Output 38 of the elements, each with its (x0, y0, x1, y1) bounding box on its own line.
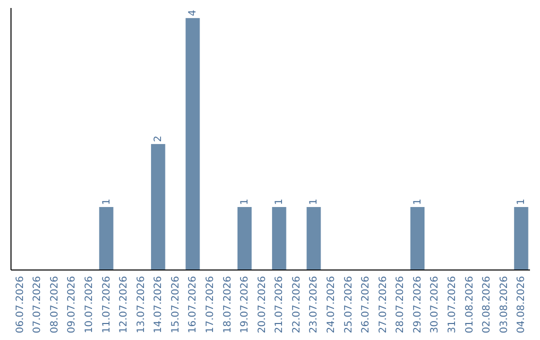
x-tick-label: 19.07.2026 (240, 276, 251, 334)
x-tick-label: 26.07.2026 (360, 276, 372, 334)
x-tick-label: 21.07.2026 (274, 276, 286, 334)
x-tick-label: 09.07.2026 (66, 276, 78, 334)
data-label: 2 (153, 136, 164, 142)
x-tick-label: 04.08.2026 (516, 276, 528, 334)
x-tick-label: 03.08.2026 (498, 276, 510, 334)
x-tick-label: 29.07.2026 (412, 276, 424, 334)
x-tick-label: 18.07.2026 (222, 276, 234, 334)
x-tick-label: 01.08.2026 (464, 276, 476, 334)
x-tick-label: 16.07.2026 (188, 276, 199, 334)
x-tick-label: 23.07.2026 (308, 276, 320, 334)
data-label: 4 (188, 10, 199, 16)
x-tick-label: 31.07.2026 (447, 276, 458, 334)
x-tick-label: 28.07.2026 (395, 276, 406, 334)
x-tick-label: 30.07.2026 (430, 276, 441, 334)
data-label: 1 (240, 198, 251, 206)
x-tick-label: 07.07.2026 (32, 276, 44, 334)
x-tick-label: 12.07.2026 (118, 276, 130, 334)
x-tick-label: 14.07.2026 (153, 276, 164, 334)
x-tick-label: 25.07.2026 (343, 276, 354, 334)
data-label: 1 (274, 198, 286, 206)
x-tick-label: 27.07.2026 (378, 276, 389, 334)
data-label: 1 (308, 198, 320, 206)
x-tick-label: 02.08.2026 (482, 276, 493, 334)
x-tick-label: 10.07.2026 (84, 276, 95, 334)
x-tick-label: 15.07.2026 (170, 276, 182, 334)
x-tick-label: 08.07.2026 (49, 276, 60, 334)
x-tick-label: 20.07.2026 (256, 276, 268, 334)
x-tick-label: 22.07.2026 (291, 276, 302, 334)
x-tick-label: 06.07.2026 (14, 276, 26, 334)
data-label: 1 (412, 198, 424, 206)
x-tick-label: 11.07.2026 (101, 276, 112, 334)
data-label: 1 (516, 198, 528, 206)
x-tick-label: 24.07.2026 (326, 276, 338, 334)
data-label: 1 (101, 198, 112, 206)
x-tick-label: 13.07.2026 (136, 276, 147, 334)
x-tick-label: 17.07.2026 (204, 276, 216, 334)
